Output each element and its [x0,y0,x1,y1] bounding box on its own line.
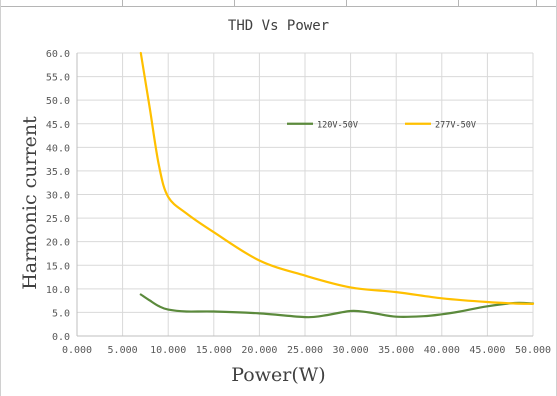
x-tick-label: 35.000 [378,345,414,356]
y-tick-label: 45.0 [46,120,70,131]
x-tick-label: 20.000 [241,345,277,356]
y-tick-label: 60.0 [46,49,70,60]
y-tick-label: 40.0 [46,143,70,154]
y-tick-label: 35.0 [46,167,70,178]
top-frame-tick [234,0,235,6]
x-tick-label: 45.000 [469,345,505,356]
y-tick-label: 5.0 [52,308,70,319]
top-frame-tick [122,0,123,6]
x-tick-label: 30.000 [333,345,369,356]
x-axis-label: Power(W) [231,364,326,386]
y-tick-label: 50.0 [46,96,70,107]
x-tick-label: 10.000 [150,345,186,356]
y-tick-label: 0.0 [52,332,70,343]
x-tick-label: 40.000 [424,345,460,356]
y-tick-label: 30.0 [46,191,70,202]
y-tick-label: 25.0 [46,214,70,225]
series-line-277v-50v [139,51,535,305]
x-tick-label: 25.000 [287,345,323,356]
x-tick-label: 15.000 [196,345,232,356]
y-tick-label: 55.0 [46,73,70,84]
legend-label: 120V-50V [317,120,358,130]
left-frame-border [0,0,1,396]
y-tick-label: 10.0 [46,285,70,296]
series-line-120v-50v [139,293,535,319]
legend-label: 277V-50V [435,120,476,130]
y-tick-label: 15.0 [46,261,70,272]
top-frame-tick [536,0,537,6]
top-frame-tick [458,0,459,6]
top-frame-border [0,0,557,7]
y-tick-label: 20.0 [46,238,70,249]
x-tick-label: 5.000 [108,345,138,356]
top-frame-tick [346,0,347,6]
x-tick-label: 50.000 [515,345,551,356]
chart-title: THD Vs Power [227,18,330,34]
x-tick-label: 0.000 [62,345,92,356]
